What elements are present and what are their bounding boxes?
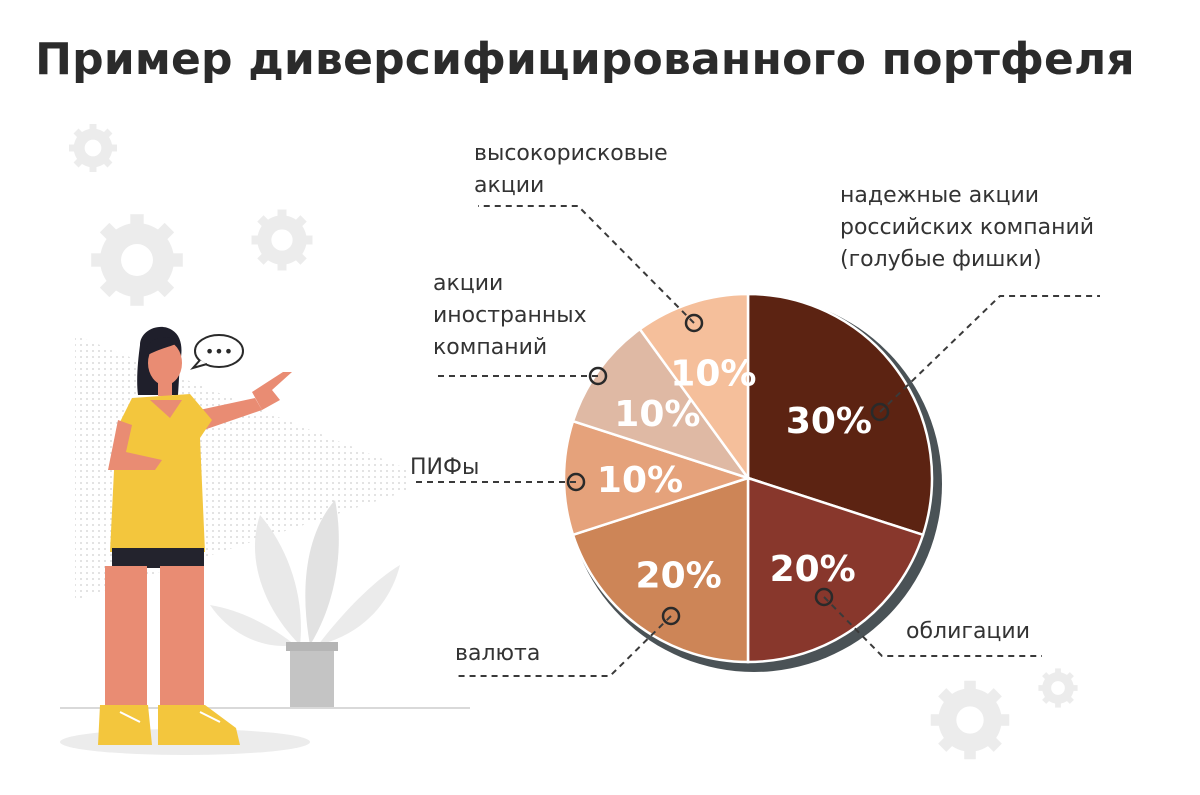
leader-marker: [661, 606, 681, 626]
pie-slice: [746, 292, 934, 537]
leader-lines: [412, 205, 1100, 677]
leader-line: [455, 615, 672, 677]
slice-label-line: высокорисковые: [474, 141, 668, 166]
gear-icon: [69, 124, 117, 172]
pie-slice: [571, 476, 750, 664]
slice-label-line: акции: [433, 271, 504, 296]
leader-marker: [870, 402, 890, 422]
slice-label: валюта: [455, 638, 540, 670]
pie-slice: [746, 476, 925, 664]
slice-value-label: 10%: [597, 460, 683, 501]
slice-label-line: (голубые фишки): [840, 247, 1042, 272]
slice-value-label: 20%: [636, 555, 722, 596]
leader-marker: [814, 587, 834, 607]
leader-line: [879, 295, 1100, 413]
slice-label-line: акции: [474, 173, 545, 198]
slice-value-label: 10%: [670, 353, 756, 394]
gear-icon: [1038, 668, 1078, 708]
plant-illustration: [210, 500, 400, 708]
gear-icon: [91, 214, 183, 306]
slice-label: ПИФы: [410, 452, 479, 484]
leader-marker: [684, 313, 704, 333]
leader-line: [823, 596, 1042, 657]
leader-marker: [588, 366, 608, 386]
slice-value-label: 20%: [770, 549, 856, 590]
speech-bubble-dots: •••: [205, 342, 233, 361]
pie-slice: [571, 327, 752, 481]
slice-label: высокорисковые акции: [474, 138, 668, 202]
slice-label-line: облигации: [906, 619, 1030, 644]
pie-slice: [562, 419, 753, 537]
slice-label-line: российских компаний: [840, 215, 1095, 240]
chart-title: Пример диверсифицированного портфеля: [35, 34, 1135, 85]
slice-label-line: ПИФы: [410, 455, 480, 480]
gear-icon: [251, 209, 313, 271]
gear-icon: [930, 680, 1010, 760]
decorative-gears: [69, 124, 1078, 760]
leader-marker: [566, 472, 586, 492]
slice-label: акции иностранных компаний: [433, 268, 587, 364]
woman-pointing-illustration: [98, 326, 292, 745]
slice-label-line: валюта: [455, 641, 541, 666]
pie-chart: 30%20%20%10%10%10%: [562, 292, 934, 664]
slice-label-line: надежные акции: [840, 183, 1040, 208]
slice-value-label: 30%: [786, 401, 872, 442]
speech-bubble: •••: [190, 334, 244, 370]
slice-label-line: компаний: [433, 335, 548, 360]
slice-label: облигации: [906, 616, 1030, 648]
slice-value-label: 10%: [614, 394, 700, 435]
pie-slice: [638, 292, 750, 482]
slice-label-line: иностранных: [433, 303, 587, 328]
leader-line: [478, 205, 695, 324]
slice-label: надежные акции российских компаний (голубы…: [840, 180, 1094, 276]
